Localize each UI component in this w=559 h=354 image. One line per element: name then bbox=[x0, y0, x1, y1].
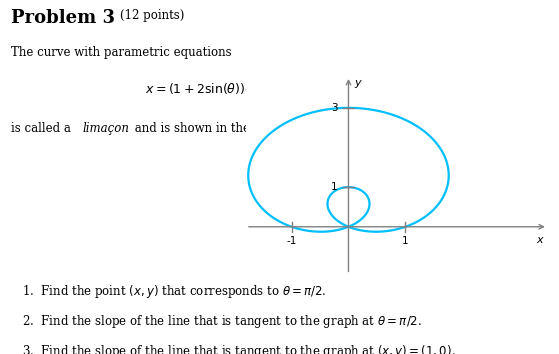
Text: and is shown in the figure below.: and is shown in the figure below. bbox=[131, 122, 331, 135]
Text: Problem 3: Problem 3 bbox=[11, 9, 115, 27]
Text: The curve with parametric equations: The curve with parametric equations bbox=[11, 46, 232, 59]
Text: 2.  Find the slope of the line that is tangent to the graph at $\theta = \pi/2$.: 2. Find the slope of the line that is ta… bbox=[22, 313, 422, 330]
Text: $x$: $x$ bbox=[536, 235, 545, 245]
Text: limaçon: limaçon bbox=[83, 122, 130, 135]
Text: 1: 1 bbox=[331, 182, 338, 192]
Text: 3: 3 bbox=[331, 103, 338, 113]
Text: 1: 1 bbox=[402, 236, 409, 246]
Text: (12 points): (12 points) bbox=[120, 9, 184, 22]
Text: $x = (1 + 2\sin(\theta))\cos(\theta),\quad y = (1 + 2\sin(\theta))\sin(\theta)$: $x = (1 + 2\sin(\theta))\cos(\theta),\qu… bbox=[145, 81, 437, 98]
Text: 1.  Find the point $(x, y)$ that corresponds to $\theta = \pi/2$.: 1. Find the point $(x, y)$ that correspo… bbox=[22, 283, 327, 300]
Text: $y$: $y$ bbox=[354, 78, 363, 90]
Text: 3.  Find the slope of the line that is tangent to the graph at $(x, y) = (1, 0)$: 3. Find the slope of the line that is ta… bbox=[22, 343, 456, 354]
Text: is called a: is called a bbox=[11, 122, 75, 135]
Text: -1: -1 bbox=[286, 236, 297, 246]
